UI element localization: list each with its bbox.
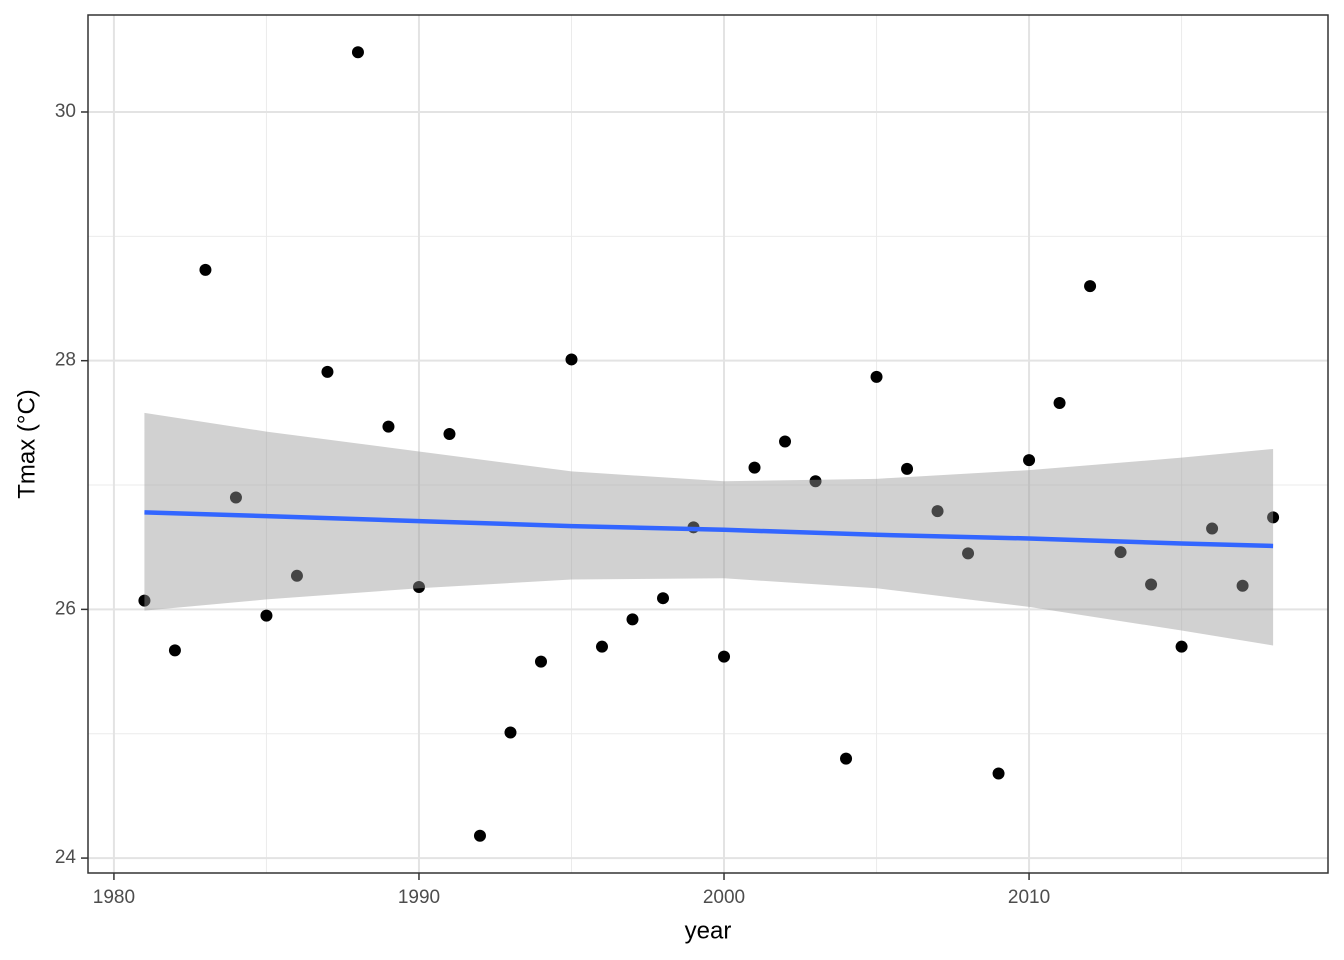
point [1236,579,1249,592]
point [473,829,486,842]
point [931,505,944,518]
point [1267,511,1280,524]
x-axis-title: year [685,917,732,944]
x-tick-label: 1980 [93,887,135,908]
point [1023,454,1036,467]
trend-line [144,510,1274,549]
y-tick-label: 24 [55,847,77,868]
point [779,435,792,448]
x-tick-label: 2010 [1008,887,1050,908]
x-tick-label: 2000 [703,887,745,908]
point [840,752,853,765]
point [870,370,883,383]
point [504,726,517,739]
point [443,428,456,441]
point [138,594,151,607]
point [626,613,639,626]
point [992,767,1005,780]
y-tick-label: 30 [55,101,76,122]
point [748,461,761,474]
panel [88,15,1328,873]
point [901,462,914,475]
point [1145,578,1158,591]
point [1053,396,1066,409]
point [565,353,578,366]
y-tick-label: 26 [55,598,76,619]
point [412,581,425,593]
point [382,420,395,433]
point [809,475,822,488]
point [321,365,334,378]
point [595,640,608,653]
panel-border [87,14,1329,874]
point [962,547,975,560]
y-axis-title: Tmax (°C) [13,389,40,499]
point [1206,522,1219,535]
x-tick-label: 1990 [398,887,440,908]
point [351,46,364,59]
point [657,592,670,605]
point [290,569,303,582]
point [260,609,273,622]
y-tick-label: 28 [55,350,76,371]
point [534,655,547,668]
point [168,644,181,657]
point [718,650,731,663]
point [199,263,212,276]
point [1175,640,1188,653]
point [1114,546,1127,559]
point [1084,280,1097,293]
point [229,491,242,504]
